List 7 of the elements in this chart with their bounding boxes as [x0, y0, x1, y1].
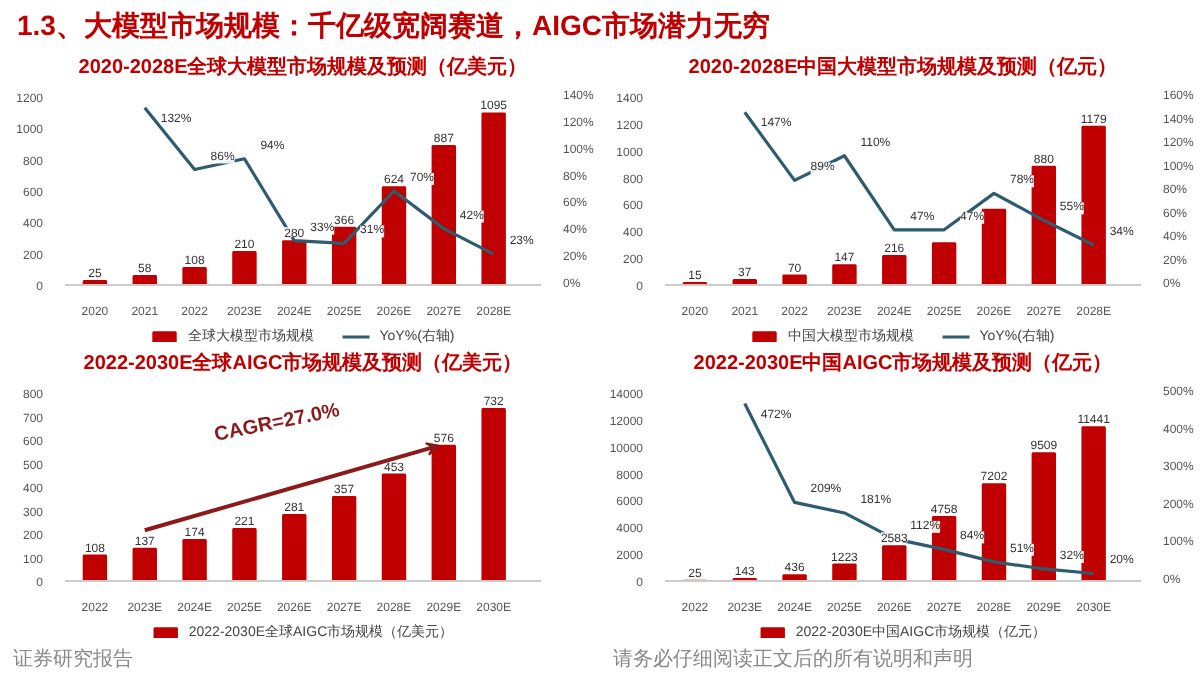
chart-title: 2020-2028E全球大模型市场规模及预测（亿美元） [78, 55, 528, 79]
text: 请务必仔细阅读正文后的所有说明和声明 [613, 647, 973, 671]
chart-title: 2020-2028E中国大模型市场规模及预测（亿元） [688, 55, 1118, 79]
text: 证券研究报告 [13, 647, 133, 671]
chart-title: 2022-2030E全球AIGC市场规模及预测（亿美元） [83, 351, 523, 375]
chart-title: 2022-2030E中国AIGC市场规模及预测（亿元） [693, 351, 1113, 375]
text: 1.3、大模型市场规模：千亿级宽阔赛道，AIGC市场潜力无穷 [17, 9, 770, 41]
